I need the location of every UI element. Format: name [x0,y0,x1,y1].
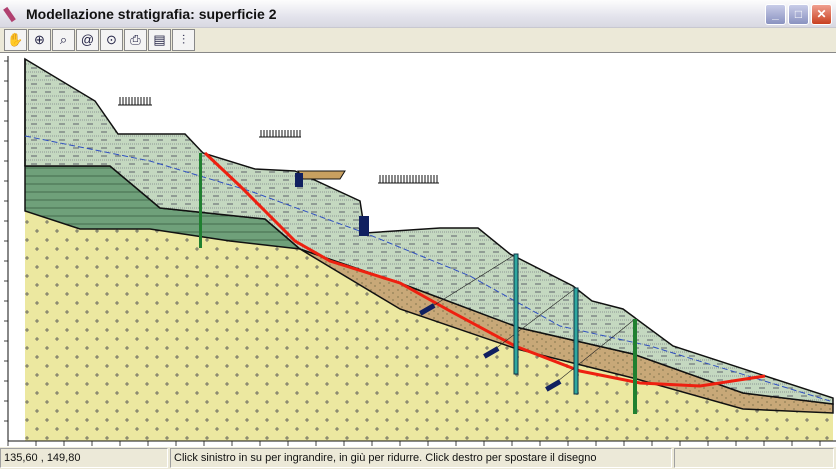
zoom-in-button[interactable]: ⊕ [28,29,51,51]
tie-rods [427,253,636,386]
zoom-extents-button[interactable]: ⊙ [100,29,123,51]
zoom-window-icon: ⌕ [59,32,68,47]
pile [633,319,637,414]
zoom-window-button[interactable]: ⌕ [52,29,75,51]
coordinates-readout: 135,60 , 149,80 [0,448,168,468]
app-icon [4,6,20,22]
pan-button[interactable]: ✋ [4,29,27,51]
anchors [419,303,562,392]
zoom-in-icon: ⊕ [34,32,45,47]
top-layer [24,57,834,405]
retaining-wall [295,173,303,187]
settings-button[interactable]: ⫶ [172,29,195,51]
close-button[interactable]: ✕ [811,4,832,25]
window-title: Modellazione stratigrafia: superficie 2 [26,5,277,22]
layers-button[interactable]: ▤ [148,29,171,51]
title-bar: Modellazione stratigrafia: superficie 2 … [0,0,836,28]
print-button[interactable]: ⎙ [124,29,147,51]
zoom-dynamic-icon: @ [80,32,95,47]
water-table [24,135,831,402]
layers-icon: ▤ [153,32,166,47]
zoom-dynamic-button[interactable]: @ [76,29,99,51]
retaining-wall [297,170,346,180]
status-bar: 135,60 , 149,80 Click sinistro in su per… [0,448,836,469]
drawing-canvas[interactable] [0,52,836,447]
hand-icon: ✋ [7,32,24,47]
status-hint: Click sinistro in su per ingrandire, in … [170,448,672,468]
slip-surface [203,151,766,388]
sliders-icon: ⫶ [181,32,186,47]
toolbar: ✋ ⊕ ⌕ @ ⊙ ⎙ ▤ ⫶ [4,29,195,52]
stratigraphy-drawing [4,56,836,446]
retaining-wall [359,216,369,236]
minimize-button[interactable]: _ [765,4,786,25]
pile [573,287,579,395]
status-extra [674,448,834,468]
maximize-button[interactable]: □ [788,4,809,25]
pile [513,253,519,375]
base-layer [25,59,833,441]
pile [199,153,202,248]
zoom-extents-icon: ⊙ [106,32,117,47]
surface-loads [118,97,439,184]
printer-icon: ⎙ [130,32,141,47]
